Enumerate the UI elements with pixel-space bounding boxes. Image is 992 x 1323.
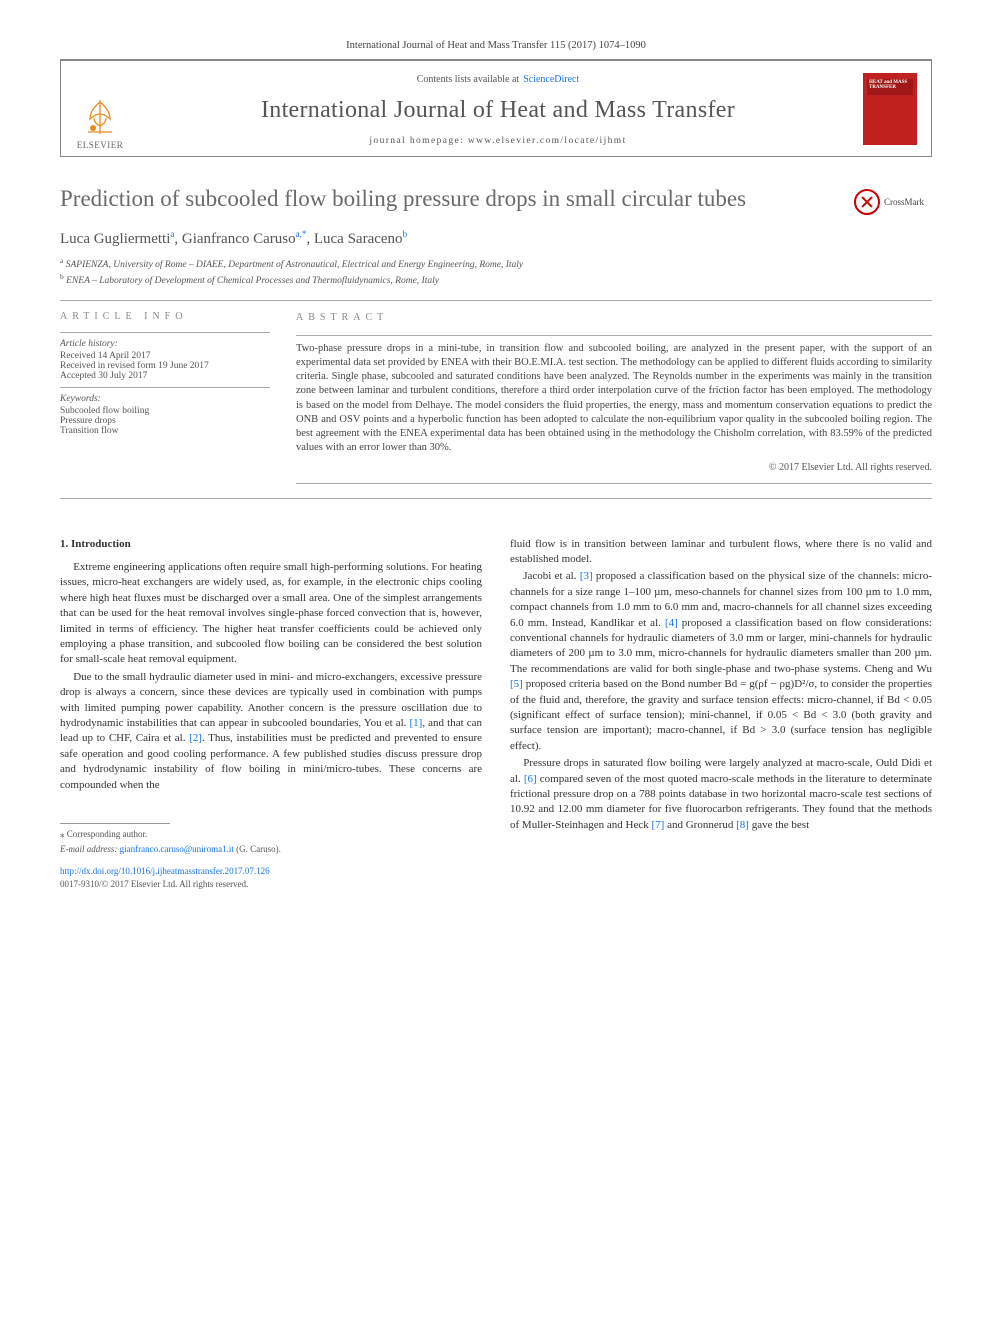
keyword-3: Transition flow xyxy=(60,426,270,436)
abstract-header: ABSTRACT xyxy=(296,311,932,325)
ref-2-link[interactable]: [2] xyxy=(189,732,202,744)
journal-homepage-link[interactable]: journal homepage: www.elsevier.com/locat… xyxy=(149,136,847,146)
authors-line: Luca Gugliermettia, Gianfranco Carusoa,*… xyxy=(60,229,932,248)
intro-para-3: Jacobi et al. [3] proposed a classificat… xyxy=(510,569,932,754)
revised-date: Received in revised form 19 June 2017 xyxy=(60,361,270,371)
publisher-name: ELSEVIER xyxy=(77,140,124,150)
crossmark-icon xyxy=(854,189,880,215)
section-1-heading: 1. Introduction xyxy=(60,537,482,552)
abstract-text: Two-phase pressure drops in a mini-tube,… xyxy=(296,342,932,455)
intro-para-1: Extreme engineering applications often r… xyxy=(60,560,482,668)
contents-available-line: Contents lists available at ScienceDirec… xyxy=(149,69,847,87)
abstract-col: ABSTRACT Two-phase pressure drops in a m… xyxy=(296,311,932,483)
ref-6-link[interactable]: [6] xyxy=(524,773,537,785)
doi-link[interactable]: http://dx.doi.org/10.1016/j.ijheatmasstr… xyxy=(60,865,482,878)
copyright-line: © 2017 Elsevier Ltd. All rights reserved… xyxy=(296,461,932,475)
keyword-1: Subcooled flow boiling xyxy=(60,406,270,416)
received-date: Received 14 April 2017 xyxy=(60,351,270,361)
intro-para-4: Pressure drops in saturated flow boiling… xyxy=(510,756,932,833)
author-email-link[interactable]: gianfranco.caruso@uniroma1.it xyxy=(120,844,234,854)
intro-para-2: Due to the small hydraulic diameter used… xyxy=(60,670,482,793)
article-info-col: ARTICLE INFO Article history: Received 1… xyxy=(60,311,270,483)
citation-line: International Journal of Heat and Mass T… xyxy=(60,40,932,51)
intro-para-cont: fluid flow is in transition between lami… xyxy=(510,537,932,568)
journal-title: International Journal of Heat and Mass T… xyxy=(149,97,847,124)
crossmark-badge[interactable]: CrossMark xyxy=(854,189,932,215)
accepted-date: Accepted 30 July 2017 xyxy=(60,371,270,381)
ref-3-link[interactable]: [3] xyxy=(580,570,593,582)
journal-header: ELSEVIER Contents lists available at Sci… xyxy=(60,59,932,157)
author-3: Luca Saraceno xyxy=(314,231,403,247)
article-title: Prediction of subcooled flow boiling pre… xyxy=(60,185,854,214)
elsevier-logo-icon xyxy=(80,96,120,138)
divider xyxy=(60,498,932,499)
footnote-rule xyxy=(60,823,170,824)
ref-7-link[interactable]: [7] xyxy=(652,819,665,831)
body-right-column: fluid flow is in transition between lami… xyxy=(510,537,932,891)
divider xyxy=(60,300,932,301)
journal-cover-thumb: HEAT and MASS TRANSFER xyxy=(863,73,917,145)
ref-4-link[interactable]: [4] xyxy=(665,617,678,629)
ref-8-link[interactable]: [8] xyxy=(736,819,749,831)
sciencedirect-link[interactable]: ScienceDirect xyxy=(523,74,579,85)
email-line: E-mail address: gianfranco.caruso@unirom… xyxy=(60,843,482,856)
affiliation-b: b ENEA – Laboratory of Development of Ch… xyxy=(60,272,932,286)
author-2: Gianfranco Caruso xyxy=(182,231,296,247)
ref-5-link[interactable]: [5] xyxy=(510,678,523,690)
keyword-2: Pressure drops xyxy=(60,416,270,426)
affiliation-a: a SAPIENZA, University of Rome – DIAEE, … xyxy=(60,256,932,270)
author-1: Luca Gugliermetti xyxy=(60,231,170,247)
issn-copyright: 0017-9310/© 2017 Elsevier Ltd. All right… xyxy=(60,878,482,891)
keywords-label: Keywords: xyxy=(60,394,270,404)
body-left-column: 1. Introduction Extreme engineering appl… xyxy=(60,537,482,891)
history-label: Article history: xyxy=(60,339,270,349)
article-info-header: ARTICLE INFO xyxy=(60,311,270,322)
corresponding-author-note: ⁎ Corresponding author. xyxy=(60,828,482,841)
publisher-logo-col: ELSEVIER xyxy=(61,61,139,156)
journal-cover-col: HEAT and MASS TRANSFER xyxy=(857,61,931,156)
ref-1-link[interactable]: [1] xyxy=(410,717,423,729)
